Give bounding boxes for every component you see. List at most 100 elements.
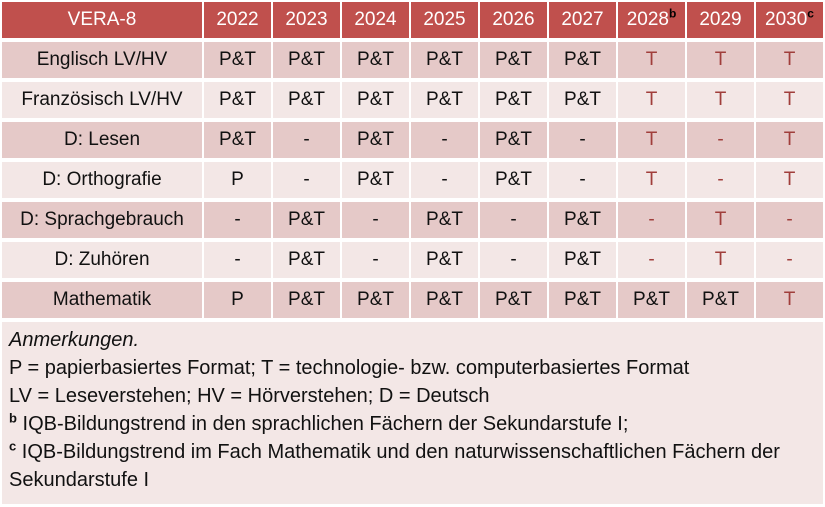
format-cell: - [756,242,823,278]
format-cell: P&T [480,282,547,318]
format-cell: - [411,162,478,198]
format-cell: P&T [480,162,547,198]
format-cell: P&T [204,122,271,158]
year-header-2029: 2029 [687,2,754,38]
format-cell: P&T [549,282,616,318]
year-header-2025: 2025 [411,2,478,38]
format-cell: P&T [273,242,340,278]
row-label: D: Zuhören [2,242,202,278]
format-cell: T [687,202,754,238]
format-cell: P&T [549,42,616,78]
format-cell: - [549,122,616,158]
format-cell: P&T [342,162,409,198]
vera8-schedule-table: VERA-8 2022 2023 2024 2025 2026 2027 2028b 2029… [2,2,823,318]
format-cell: T [618,42,685,78]
note-line: c IQB-Bildungstrend im Fach Mathematik u… [9,438,780,491]
format-cell: P&T [342,282,409,318]
format-cell: - [687,162,754,198]
format-cell: - [411,122,478,158]
format-cell: P [204,282,271,318]
note-line: b IQB-Bildungstrend in den sprachlichen … [9,410,629,435]
notes-heading: Anmerkungen. [9,329,140,351]
format-cell: T [618,82,685,118]
format-cell: P&T [204,42,271,78]
format-cell: - [618,242,685,278]
format-cell: - [480,242,547,278]
format-cell: P&T [273,282,340,318]
table-title-cell: VERA-8 [2,2,202,38]
format-cell: P&T [204,82,271,118]
format-cell: - [687,122,754,158]
format-cell: T [687,82,754,118]
format-cell: P&T [411,82,478,118]
row-label: Französisch LV/HV [2,82,202,118]
format-cell: P&T [411,242,478,278]
format-cell: T [756,122,823,158]
format-cell: P&T [411,42,478,78]
format-cell: P&T [411,282,478,318]
format-cell: P&T [549,242,616,278]
format-cell: P&T [342,42,409,78]
table-row: D: Zuhören - P&T - P&T - P&T - T - [2,242,823,278]
notes-lines: P = papierbasiertes Format; T = technolo… [9,354,813,494]
format-cell: T [618,162,685,198]
format-cell: T [687,42,754,78]
format-cell: P&T [273,82,340,118]
footnote-marker-c: c [9,438,17,454]
format-cell: T [756,282,823,318]
row-label: D: Orthografie [2,162,202,198]
format-cell: P&T [411,202,478,238]
format-cell: T [687,242,754,278]
format-cell: - [204,242,271,278]
footnote-marker-c: c [807,6,814,21]
format-cell: - [273,122,340,158]
table-row: D: Orthografie P - P&T - P&T - T - T [2,162,823,198]
format-cell: P [204,162,271,198]
footnote-marker-b: b [668,6,677,21]
format-cell: - [756,202,823,238]
table-row: Englisch LV/HV P&T P&T P&T P&T P&T P&T T T T [2,42,823,78]
row-label: D: Lesen [2,122,202,158]
format-cell: T [756,82,823,118]
format-cell: P&T [342,122,409,158]
format-cell: - [342,202,409,238]
format-cell: T [756,162,823,198]
year-header-2023: 2023 [273,2,340,38]
note-line: P = papierbasiertes Format; T = technolo… [9,357,690,379]
footnote-marker-b: b [9,410,17,426]
table-row: D: Sprachgebrauch - P&T - P&T - P&T - T - [2,202,823,238]
notes-section: Anmerkungen. P = papierbasiertes Format;… [2,322,823,504]
row-label: Englisch LV/HV [2,42,202,78]
format-cell: - [618,202,685,238]
format-cell: - [204,202,271,238]
table-row: Französisch LV/HV P&T P&T P&T P&T P&T P&T T T T [2,82,823,118]
format-cell: - [480,202,547,238]
year-header-2024: 2024 [342,2,409,38]
format-cell: P&T [687,282,754,318]
format-cell: P&T [342,82,409,118]
format-cell: P&T [480,122,547,158]
format-cell: P&T [549,202,616,238]
format-cell: P&T [618,282,685,318]
note-line: LV = Leseverstehen; HV = Hörverstehen; D… [9,385,490,407]
year-header-2028: 2028b [618,2,685,38]
format-cell: P&T [273,42,340,78]
row-label: D: Sprachgebrauch [2,202,202,238]
format-cell: T [618,122,685,158]
format-cell: - [273,162,340,198]
format-cell: T [756,42,823,78]
year-header-2027: 2027 [549,2,616,38]
year-header-2030: 2030c [756,2,823,38]
table-row: Mathematik P P&T P&T P&T P&T P&T P&T P&T T [2,282,823,318]
year-header-2022: 2022 [204,2,271,38]
format-cell: P&T [480,82,547,118]
table-header-row: VERA-8 2022 2023 2024 2025 2026 2027 2028b 2029… [2,2,823,38]
format-cell: - [342,242,409,278]
table-row: D: Lesen P&T - P&T - P&T - T - T [2,122,823,158]
format-cell: P&T [273,202,340,238]
row-label: Mathematik [2,282,202,318]
year-header-2026: 2026 [480,2,547,38]
format-cell: P&T [480,42,547,78]
format-cell: P&T [549,82,616,118]
format-cell: - [549,162,616,198]
